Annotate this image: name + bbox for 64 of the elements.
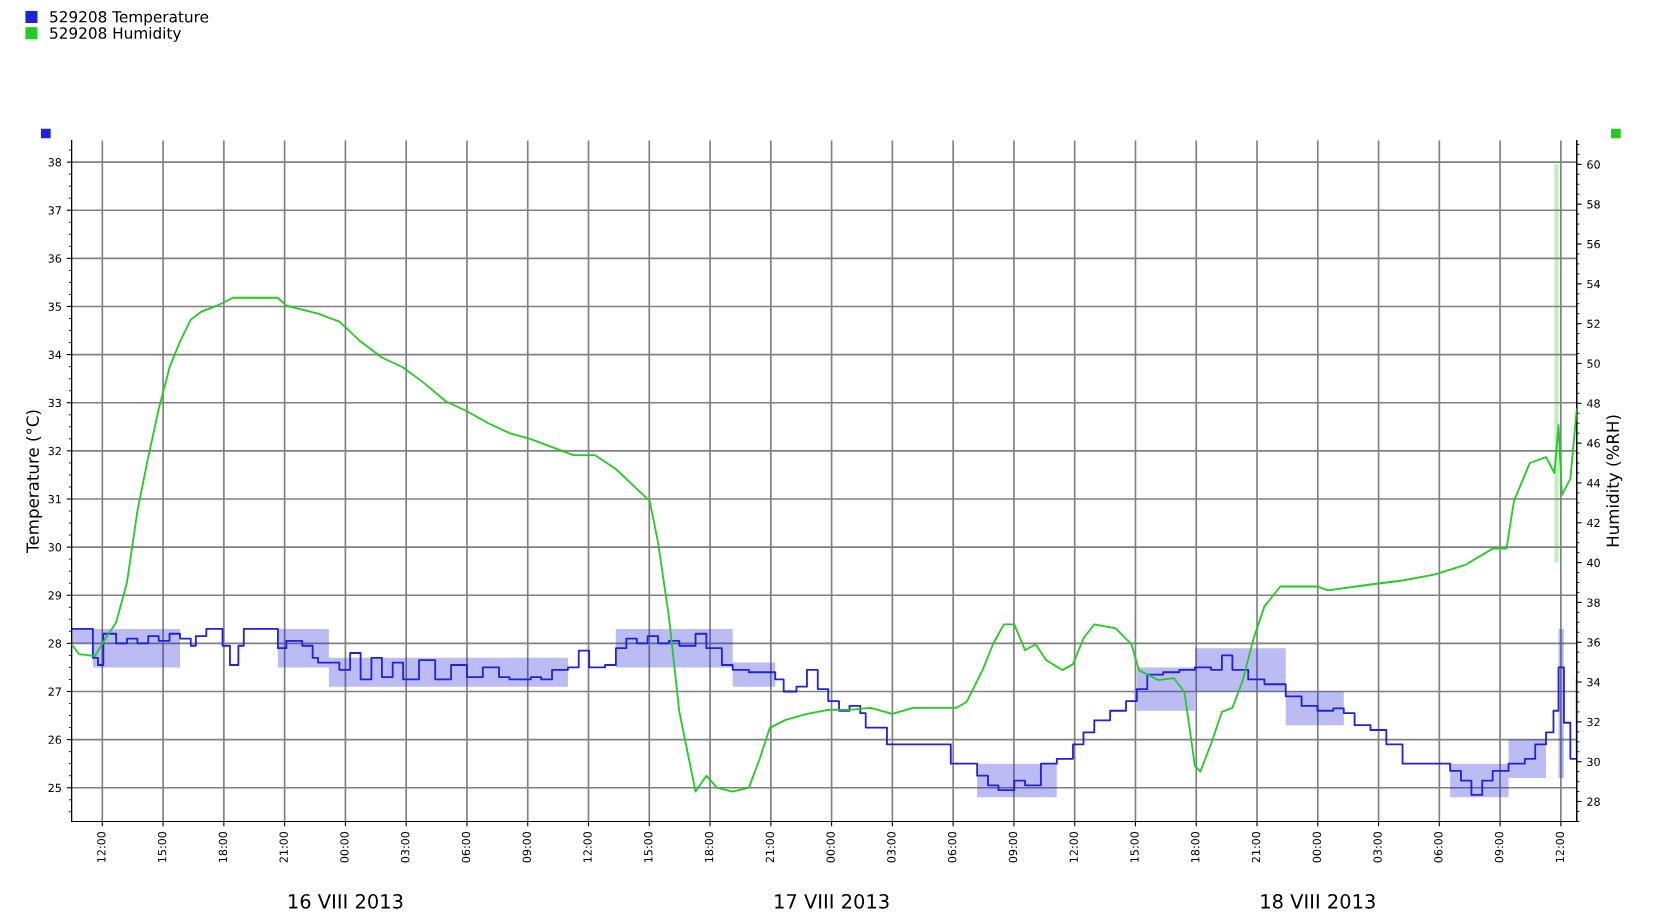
y-tick-label: 38 [48,158,62,167]
y2-tick-label: 56 [1587,239,1600,249]
y2-tick-label: 52 [1587,319,1600,329]
y-tick-label: 36 [48,254,62,263]
text: 17 VIII 2013 [775,894,889,909]
legend-label: 529208 Humidity [50,27,181,42]
x-tick-label: 12:00 [1069,831,1078,862]
x-tick-label: 06:00 [947,831,957,863]
x-tick-label: 15:00 [157,831,167,862]
x-tick-label: 12:00 [97,831,106,862]
line-series [71,296,1577,793]
x-tick-label: 06:00 [1434,831,1443,863]
x-tick-label: 15:00 [1130,831,1139,862]
x-tick-label: 00:00 [340,831,349,863]
y2-tick-label: 46 [1587,439,1600,448]
y-tick-label: 31 [48,494,61,504]
y2-tick-label: 60 [1587,160,1600,169]
x-tick-label: 00:00 [826,831,835,863]
x-tick-label: 00:00 [1312,831,1322,863]
y-tick-label: 27 [48,687,61,696]
y2-tick-label: 30 [1587,757,1600,767]
y-tick-label: 34 [48,350,62,359]
x-tick-label: 18:00 [704,831,714,862]
x-tick-label: 21:00 [1251,831,1261,863]
y-axis-title: Temperature (°C) [26,410,43,553]
x-tick-label: 15:00 [644,831,653,862]
x-tick-label: 21:00 [765,831,775,863]
x-tick-label: 09:00 [1494,831,1504,863]
y2-tick-label: 44 [1587,479,1600,488]
y-tick-label: 33 [48,398,61,408]
y2-tick-label: 54 [1587,279,1600,289]
y-tick-label: 30 [48,543,62,552]
y2-tick-label: 50 [1587,359,1600,368]
x-tick-label: 09:00 [522,831,531,863]
x-tick-label: 18:00 [218,831,228,862]
x-tick-label: 12:00 [583,831,592,862]
y2-tick-label: 32 [1587,717,1600,727]
y2-tick-label: 42 [1587,518,1600,527]
y2-tick-label: 38 [1587,598,1600,607]
y2-tick-label: 28 [1587,797,1600,806]
x-tick-label: 09:00 [1008,831,1018,863]
y-tick-label: 35 [48,302,61,311]
y2-tick-label: 40 [1587,558,1600,567]
x-tick-label: 03:00 [1373,831,1382,863]
y2-tick-label: 48 [1587,399,1600,408]
text: 16 VIII 2013 [289,894,403,909]
y-tick-label: 26 [48,735,62,744]
legend-label: 529208 Temperature [50,11,209,26]
x-tick-label: 03:00 [887,831,896,863]
text: 18 VIII 2013 [1261,894,1375,909]
x-tick-label: 03:00 [401,831,410,863]
x-tick-label: 21:00 [279,831,288,863]
y2-tick-label: 34 [1587,678,1600,687]
y-tick-label: 28 [48,639,62,648]
x-tick-label: 12:00 [1555,831,1565,862]
y-tick-label: 25 [48,783,61,793]
y2-tick-label: 58 [1587,200,1600,209]
x-tick-label: 06:00 [461,831,471,863]
y-tick-label: 32 [48,446,61,456]
y-tick-label: 37 [48,206,61,215]
y2-tick-label: 36 [1587,638,1600,647]
x-tick-label: 18:00 [1191,831,1200,862]
y-tick-label: 29 [48,591,62,600]
y2-axis-title: Humidity (%RH) [1606,415,1623,547]
